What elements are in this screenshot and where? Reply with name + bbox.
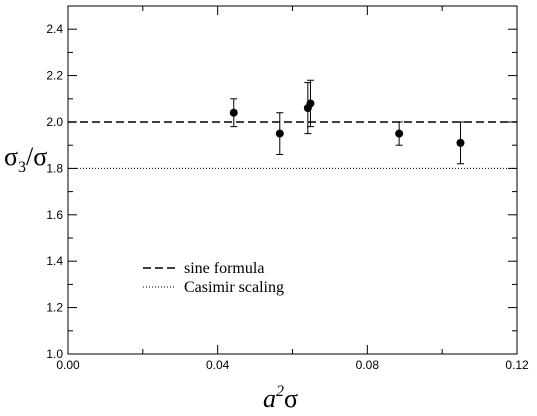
data-point <box>229 108 238 117</box>
y-tick-label: 1.2 <box>46 301 63 315</box>
data-point <box>275 129 284 138</box>
y-tick-label: 1.8 <box>46 161 63 175</box>
x-axis-label: a2σ <box>263 383 298 413</box>
axis-ticks: 0.00 0.04 0.08 0.12 1.0 1.2 1.4 1.6 1.8 2.0 2.2 2.4 <box>46 6 529 372</box>
plot-frame <box>67 5 518 355</box>
legend-label-sine-formula: sine formula <box>184 260 264 277</box>
data-point <box>456 138 465 147</box>
y-tick-label: 2.0 <box>46 115 63 129</box>
y-tick-label: 1.6 <box>46 208 63 222</box>
x-tick-label: 0.08 <box>356 358 380 372</box>
y-tick-label: 2.2 <box>46 69 63 83</box>
x-tick-label: 0.04 <box>206 358 230 372</box>
legend: sine formula Casimir scaling <box>143 260 284 296</box>
y-tick-label: 1.4 <box>46 254 63 268</box>
y-axis-label: σ3/σ <box>4 142 47 176</box>
x-tick-label: 0.00 <box>56 358 80 372</box>
data-points <box>229 79 465 165</box>
reference-lines <box>68 121 517 169</box>
legend-label-casimir-scaling: Casimir scaling <box>184 279 284 296</box>
x-tick-label: 0.12 <box>505 358 529 372</box>
y-tick-label: 2.4 <box>46 22 63 36</box>
data-point <box>306 99 315 108</box>
y-tick-label: 1.0 <box>46 347 63 361</box>
data-point <box>395 129 404 138</box>
